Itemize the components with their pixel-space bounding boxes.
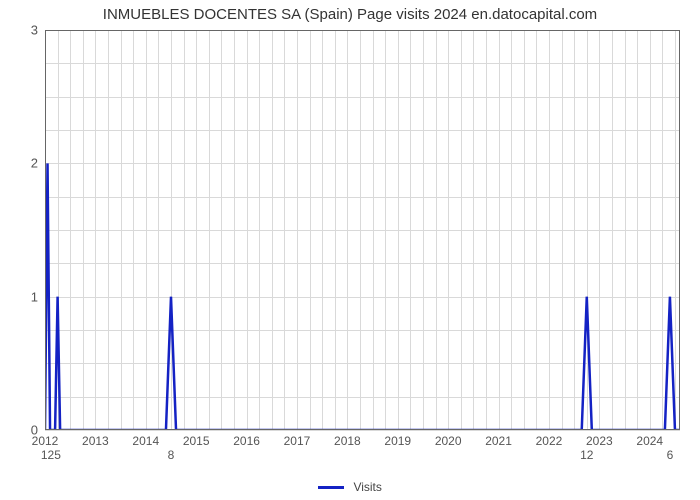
x-tick-label: 2020 [435, 434, 462, 448]
x-tick-label: 2013 [82, 434, 109, 448]
plot-border [45, 30, 680, 430]
chart-container: INMUEBLES DOCENTES SA (Spain) Page visit… [0, 0, 700, 500]
x-tick-label: 2018 [334, 434, 361, 448]
y-tick-label: 2 [8, 156, 38, 171]
peak-value-label: 12 [580, 448, 593, 462]
x-tick-label: 2017 [284, 434, 311, 448]
x-tick-label: 2014 [132, 434, 159, 448]
y-tick-label: 1 [8, 289, 38, 304]
legend-swatch [318, 486, 344, 489]
x-tick-label: 2015 [183, 434, 210, 448]
x-tick-label: 2023 [586, 434, 613, 448]
x-tick-label: 2019 [384, 434, 411, 448]
plot-area [45, 30, 680, 430]
x-tick-label: 2012 [32, 434, 59, 448]
legend-label: Visits [353, 480, 381, 494]
legend: Visits [0, 480, 700, 494]
x-tick-label: 2024 [636, 434, 663, 448]
peak-value-label: 5 [54, 448, 61, 462]
x-tick-label: 2016 [233, 434, 260, 448]
y-tick-label: 3 [8, 23, 38, 38]
peak-value-label: 12 [41, 448, 54, 462]
x-tick-label: 2022 [536, 434, 563, 448]
peak-value-label: 6 [667, 448, 674, 462]
x-tick-label: 2021 [485, 434, 512, 448]
peak-value-label: 8 [168, 448, 175, 462]
chart-title: INMUEBLES DOCENTES SA (Spain) Page visit… [0, 6, 700, 23]
